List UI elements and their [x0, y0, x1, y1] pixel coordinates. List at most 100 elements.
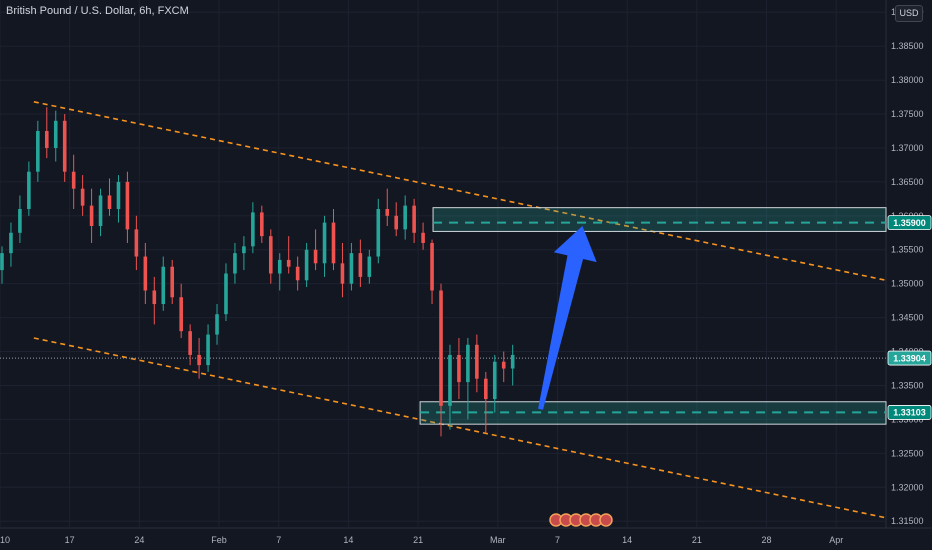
candle	[430, 242, 434, 291]
candle	[188, 331, 192, 355]
currency-button[interactable]: USD	[895, 5, 923, 22]
time-axis[interactable]: 10 17 24 Feb 7 14 21 Mar 7 14 21 28 Apr	[0, 535, 843, 545]
candle	[98, 195, 103, 226]
y-tick-label: 1.38500	[891, 41, 924, 51]
candle	[215, 314, 219, 335]
y-tick-label: 1.32000	[891, 482, 924, 492]
candle	[260, 212, 264, 237]
trend-channel	[33, 101, 887, 519]
candle	[170, 266, 175, 298]
candle	[367, 256, 372, 277]
channel-upper-line	[33, 101, 887, 282]
candle	[197, 354, 201, 366]
x-tick-label: 7	[276, 535, 281, 545]
candle	[179, 297, 183, 332]
candle	[161, 266, 166, 305]
candle	[313, 249, 318, 264]
x-tick-label: 21	[413, 535, 423, 545]
candle	[80, 188, 85, 206]
chart-title: British Pound / U.S. Dollar, 6h, FXCM	[6, 5, 189, 17]
y-tick-label: 1.35500	[891, 245, 924, 255]
candle	[277, 259, 282, 274]
zone-price-tag: 1.35900	[893, 218, 926, 228]
candle	[403, 205, 407, 230]
x-tick-label: 14	[343, 535, 353, 545]
economic-events[interactable]	[549, 513, 613, 527]
candle	[475, 344, 479, 379]
candles	[0, 107, 515, 437]
candle	[376, 209, 381, 257]
price-axis[interactable]: 1.315001.320001.325001.330001.335001.340…	[891, 7, 924, 526]
x-tick-label: 24	[134, 535, 144, 545]
candle	[286, 259, 291, 267]
candle	[394, 215, 399, 230]
x-tick-label: Feb	[211, 535, 227, 545]
currency-label: USD	[899, 8, 919, 18]
zone-price-tag-bg	[887, 215, 932, 231]
candle	[412, 205, 416, 233]
candle	[492, 361, 497, 400]
candle	[71, 171, 76, 189]
candle	[27, 171, 31, 210]
channel-lower-line	[33, 337, 887, 519]
candle	[36, 130, 40, 172]
price-tags: 1.35900 1.33103 1.33904	[887, 215, 932, 420]
y-tick-label: 1.37000	[891, 143, 924, 153]
resistance-zone	[432, 207, 887, 232]
x-tick-label: Mar	[490, 535, 506, 545]
candle	[358, 253, 363, 277]
y-tick-label: 1.32500	[891, 448, 924, 458]
candle	[62, 120, 67, 172]
candle	[385, 209, 390, 216]
candle	[116, 181, 121, 210]
x-tick-label: 17	[65, 535, 75, 545]
x-tick-label: 28	[762, 535, 772, 545]
projection-arrow	[538, 226, 597, 410]
candle	[448, 354, 452, 406]
candle	[143, 256, 148, 291]
y-tick-label: 1.36500	[891, 177, 924, 187]
candle	[44, 130, 49, 148]
candle	[268, 236, 273, 274]
candle	[206, 334, 210, 366]
candle	[484, 378, 488, 400]
candle	[510, 354, 515, 369]
candle	[457, 354, 461, 383]
grid	[0, 0, 932, 529]
x-tick-label: 14	[622, 535, 632, 545]
candle	[152, 290, 157, 305]
current-price-tag: 1.33904	[893, 353, 926, 363]
candle	[9, 232, 13, 254]
candle	[242, 246, 246, 254]
candle	[224, 273, 228, 315]
candle	[439, 290, 443, 406]
y-tick-label: 1.38000	[891, 75, 924, 85]
candle	[89, 205, 94, 226]
candle	[421, 232, 425, 243]
candle	[251, 212, 255, 247]
candle	[18, 209, 22, 233]
arrow-shape	[538, 226, 597, 410]
current-price-tag-bg	[887, 350, 932, 366]
candle	[304, 249, 309, 281]
y-tick-label: 1.33500	[891, 380, 924, 390]
candle	[349, 253, 354, 284]
y-tick-label: 1.37500	[891, 109, 924, 119]
y-tick-label: 1.34500	[891, 313, 924, 323]
x-tick-label: 21	[692, 535, 702, 545]
y-tick-label: 1.31500	[891, 516, 924, 526]
candle	[331, 222, 336, 264]
x-tick-label: 10	[0, 535, 10, 545]
candle	[501, 361, 506, 369]
candle	[466, 344, 470, 383]
candle	[134, 229, 139, 257]
zone-price-tag: 1.33103	[893, 408, 926, 418]
event-icon[interactable]	[599, 513, 613, 527]
candle	[125, 181, 130, 230]
candle	[295, 266, 300, 281]
candle	[0, 253, 4, 271]
candle	[107, 195, 112, 210]
zones	[419, 207, 887, 425]
